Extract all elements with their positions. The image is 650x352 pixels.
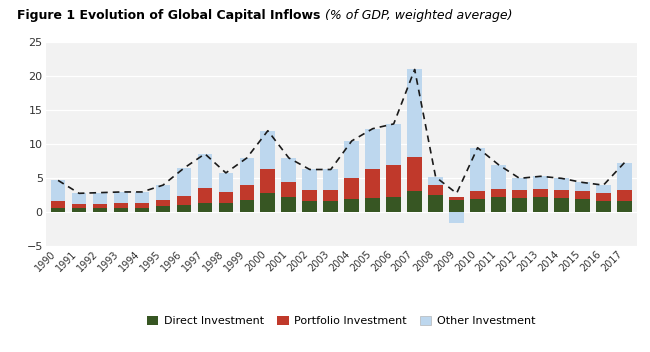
Bar <box>365 129 380 170</box>
Bar <box>617 163 632 190</box>
Bar <box>198 188 213 203</box>
Bar <box>51 201 66 208</box>
Bar <box>365 198 380 212</box>
Bar <box>51 208 66 212</box>
Bar <box>617 201 632 212</box>
Bar <box>114 203 128 208</box>
Legend: Direct Investment, Portfolio Investment, Other Investment: Direct Investment, Portfolio Investment,… <box>143 312 540 331</box>
Bar <box>302 170 317 190</box>
Bar <box>344 178 359 200</box>
Bar <box>408 69 422 157</box>
Bar <box>386 197 401 212</box>
Bar <box>218 192 233 203</box>
Bar <box>218 203 233 212</box>
Bar <box>617 190 632 201</box>
Bar <box>302 190 317 201</box>
Bar <box>470 148 485 190</box>
Bar <box>554 190 569 198</box>
Bar <box>533 189 548 197</box>
Bar <box>51 180 66 201</box>
Bar <box>281 182 296 197</box>
Bar <box>491 165 506 189</box>
Bar <box>93 193 107 203</box>
Bar <box>449 197 464 200</box>
Bar <box>239 185 254 200</box>
Bar <box>135 192 150 203</box>
Bar <box>386 165 401 197</box>
Bar <box>114 192 128 203</box>
Bar <box>470 199 485 212</box>
Bar <box>218 173 233 192</box>
Bar <box>408 190 422 212</box>
Bar <box>512 178 527 190</box>
Bar <box>261 169 275 193</box>
Bar <box>155 200 170 206</box>
Bar <box>239 200 254 212</box>
Bar <box>512 190 527 198</box>
Bar <box>155 206 170 212</box>
Bar <box>72 208 86 212</box>
Bar <box>596 185 611 193</box>
Bar <box>428 177 443 185</box>
Bar <box>135 208 150 212</box>
Bar <box>93 208 107 212</box>
Bar <box>449 200 464 212</box>
Bar <box>365 170 380 198</box>
Bar <box>155 185 170 200</box>
Bar <box>491 189 506 197</box>
Bar <box>281 197 296 212</box>
Bar <box>512 198 527 212</box>
Text: Figure 1 Evolution of Global Capital Inflows (% of GDP, weighted average): Figure 1 Evolution of Global Capital Inf… <box>94 9 556 22</box>
Bar <box>575 182 590 190</box>
Bar <box>324 190 338 201</box>
Text: (% of GDP, weighted average): (% of GDP, weighted average) <box>325 9 512 22</box>
Bar <box>470 190 485 199</box>
Bar <box>596 193 611 201</box>
Bar <box>114 208 128 212</box>
Text: Figure 1 Evolution of Global Capital Inflows: Figure 1 Evolution of Global Capital Inf… <box>18 9 325 22</box>
Bar <box>261 131 275 169</box>
Bar <box>72 193 86 203</box>
Bar <box>428 195 443 212</box>
Bar <box>302 201 317 212</box>
Bar <box>449 212 464 222</box>
Bar <box>324 170 338 190</box>
Bar <box>177 205 191 212</box>
Bar <box>554 198 569 212</box>
Bar <box>554 178 569 190</box>
Bar <box>533 197 548 212</box>
Bar <box>239 158 254 185</box>
Bar <box>408 157 422 190</box>
Bar <box>135 203 150 208</box>
Bar <box>596 201 611 212</box>
Bar <box>281 158 296 182</box>
Bar <box>491 197 506 212</box>
Bar <box>344 200 359 212</box>
Bar <box>72 203 86 208</box>
Bar <box>575 190 590 199</box>
Bar <box>198 203 213 212</box>
Bar <box>344 141 359 178</box>
Bar <box>93 203 107 208</box>
Bar <box>198 154 213 188</box>
Bar <box>428 185 443 195</box>
Bar <box>177 196 191 205</box>
Bar <box>533 176 548 189</box>
Bar <box>324 201 338 212</box>
Bar <box>575 199 590 212</box>
Bar <box>177 168 191 196</box>
Bar <box>261 193 275 212</box>
Bar <box>386 124 401 165</box>
